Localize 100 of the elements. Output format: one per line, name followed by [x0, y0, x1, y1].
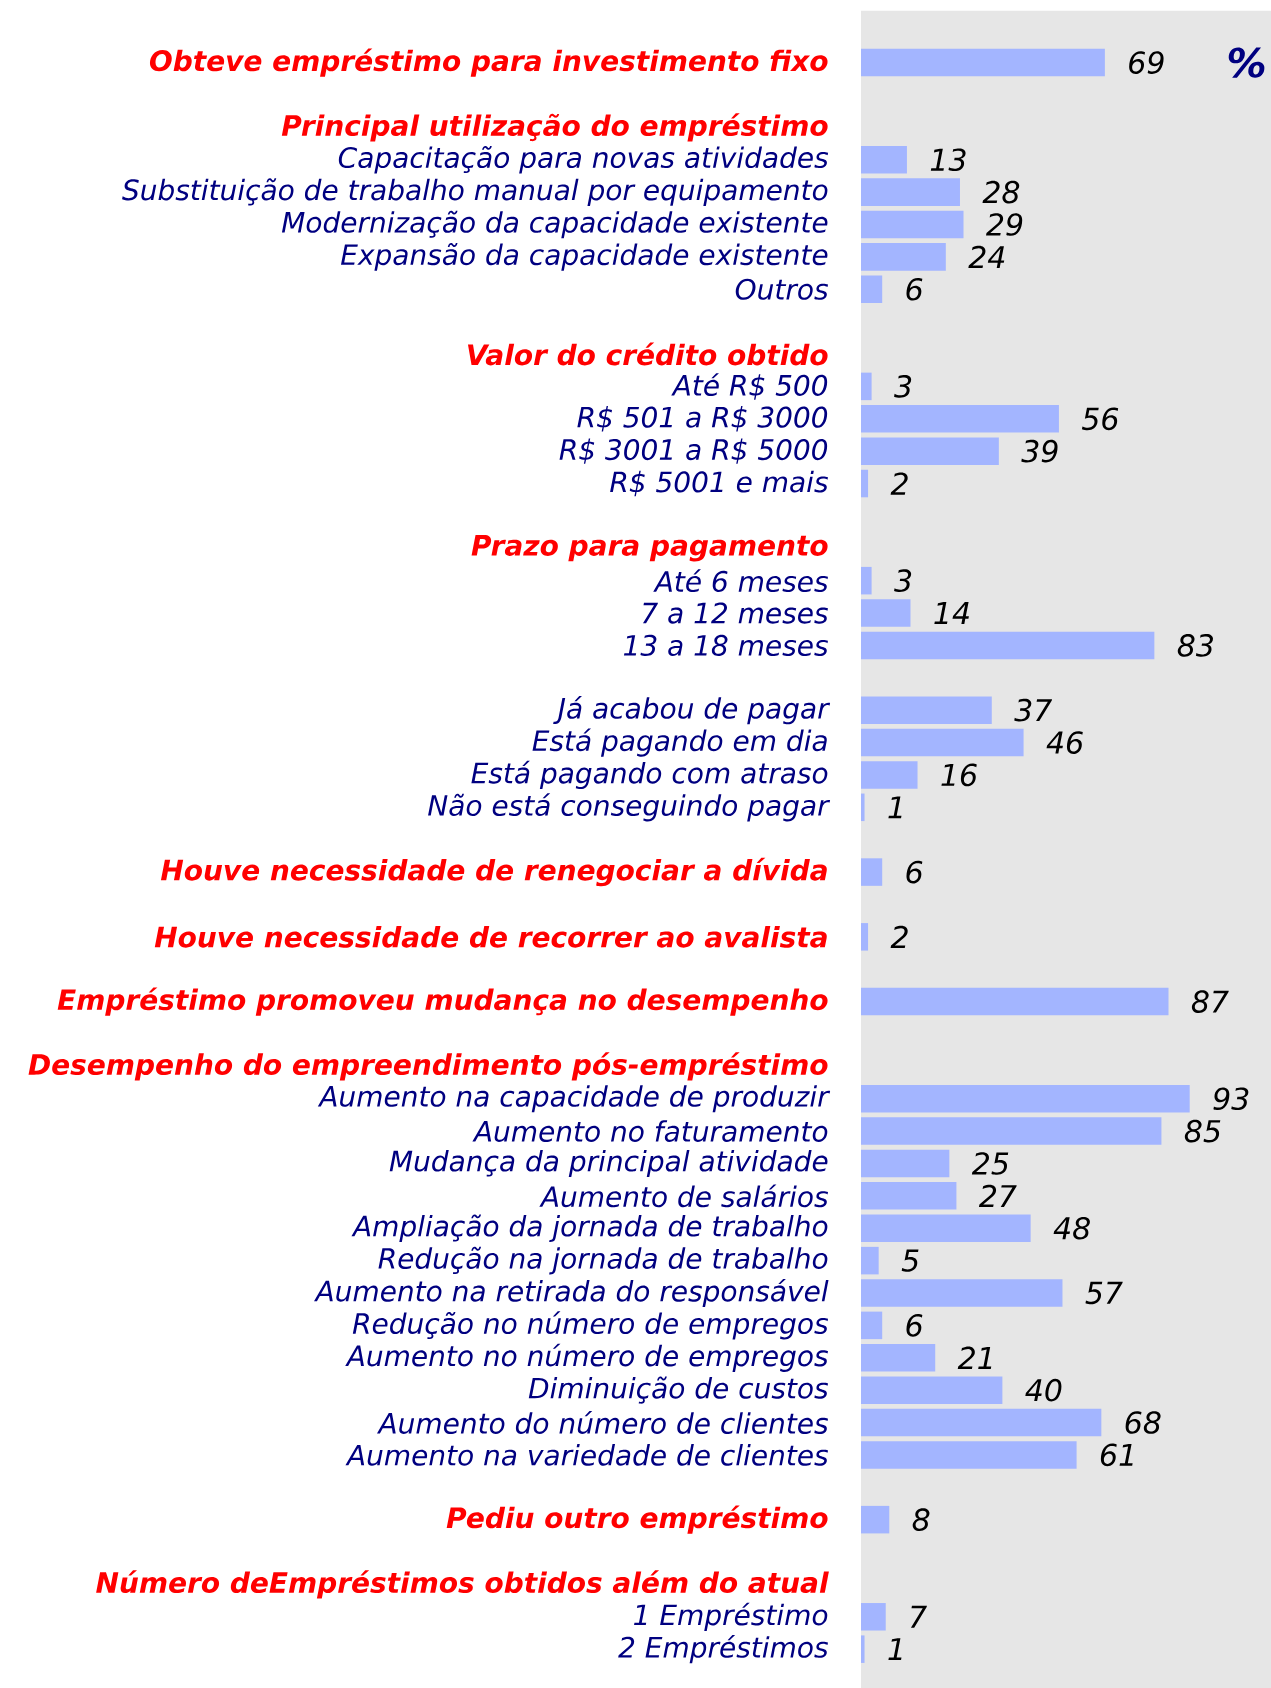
data-label: 6: [906, 277, 923, 301]
y-tick-label: Prazo para pagamento: [471, 535, 828, 562]
bar: [860, 566, 872, 595]
bar: [860, 1279, 1063, 1307]
bar: [860, 696, 992, 724]
bar: [860, 793, 865, 822]
bar: [860, 145, 907, 174]
data-label: 3: [894, 375, 912, 398]
data-label: 27: [978, 1184, 1017, 1207]
data-label: 16: [941, 763, 977, 787]
y-tick-label: Até R$ 500: [671, 373, 828, 400]
bar: [860, 372, 872, 401]
data-label: 85: [1184, 1119, 1221, 1143]
y-tick-label: Aumento na capacidade de produzir: [317, 1085, 831, 1113]
y-tick-label: Modernização da capacidade existente: [281, 210, 828, 239]
data-label: 6: [906, 860, 923, 884]
y-tick-label: Houve necessidade de recorrer ao avalista: [154, 926, 827, 948]
y-tick-label: Não está conseguindo pagar: [428, 793, 831, 822]
bar: [860, 1117, 1162, 1145]
y-tick-label: Aumento no faturamento: [472, 1120, 828, 1142]
bar: [860, 1311, 883, 1340]
y-tick-label: Principal utilização do empréstimo: [281, 113, 828, 142]
y-tick-label: Desempenho do empreendimento pós-empréstimo: [28, 1052, 828, 1081]
data-label: 29: [986, 213, 1023, 236]
y-tick-label: Já acabou de pagar: [553, 696, 831, 725]
data-label: 39: [1021, 439, 1058, 463]
data-label: 57: [1085, 1281, 1123, 1305]
y-tick-label: Aumento do número de clientes: [376, 1411, 829, 1434]
y-tick-label: Mudança da principal atividade: [389, 1149, 828, 1178]
data-label: 87: [1191, 990, 1229, 1013]
bar: [860, 1376, 1003, 1404]
y-tick-label: Aumento no número de empregos: [345, 1343, 829, 1372]
bar: [860, 1603, 886, 1631]
bar: [860, 1441, 1077, 1469]
y-tick-label: Valor do crédito obtido: [467, 342, 828, 366]
data-label: 40: [1025, 1378, 1062, 1402]
y-tick-label: Obteve empréstimo para investimento fixo: [149, 48, 828, 77]
bar: [860, 178, 960, 206]
data-label: 25: [971, 1152, 1009, 1175]
bar: [860, 1084, 1190, 1113]
data-label: 48: [1053, 1216, 1090, 1240]
y-tick-label: Está pagando em dia: [532, 728, 827, 757]
y-tick-label: Aumento na variedade de clientes: [345, 1444, 829, 1466]
data-label: 2: [890, 925, 908, 948]
bar: [860, 631, 1155, 660]
bar: [860, 243, 946, 271]
bar: [860, 1182, 957, 1210]
data-label: 14: [934, 602, 969, 624]
bar: [860, 728, 1024, 757]
bar: [860, 1505, 890, 1534]
data-label: 37: [1014, 698, 1053, 722]
y-tick-label: Está pagando com atraso: [471, 760, 828, 790]
bar: [860, 1214, 1031, 1242]
data-label: 6: [906, 1314, 923, 1337]
data-label: 3: [894, 569, 912, 593]
data-label: 28: [982, 180, 1020, 204]
bar: [860, 761, 918, 789]
data-label: 1: [888, 1638, 902, 1661]
data-label: 46: [1046, 731, 1083, 754]
data-label: 13: [930, 148, 966, 172]
data-label: 2: [890, 472, 908, 495]
y-tick-label: Houve necessidade de renegociar a dívida: [160, 857, 827, 887]
y-tick-label: Número deEmpréstimos obtidos além do atual: [96, 1570, 829, 1599]
data-label: 56: [1081, 407, 1119, 431]
y-tick-label: Redução na jornada de trabalho: [378, 1246, 828, 1275]
bar: [860, 1344, 936, 1372]
y-tick-label: R$ 501 a R$ 3000: [577, 406, 828, 432]
y-tick-label: 1 Empréstimo: [634, 1602, 828, 1631]
y-tick-label: R$ 5001 e mais: [610, 470, 828, 497]
bar: [860, 923, 869, 951]
data-label: 1: [888, 796, 902, 819]
y-tick-label: Capacitação para novas atividades: [338, 145, 829, 174]
bar: [860, 987, 1169, 1016]
bar: [860, 48, 1105, 77]
y-tick-label: Ampliação da jornada de trabalho: [351, 1214, 828, 1243]
bar: [860, 599, 911, 627]
bar: [860, 437, 999, 465]
bar: [860, 1149, 950, 1178]
bar: [860, 275, 883, 304]
y-tick-label: 13 a 18 meses: [623, 634, 828, 657]
y-tick-label: R$ 3001 a R$ 5000: [559, 438, 828, 464]
y-tick-label: 2 Empréstimos: [618, 1635, 828, 1664]
y-tick-label: Até 6 meses: [653, 569, 828, 593]
data-label: 8: [912, 1508, 930, 1532]
y-tick-label: Outros: [735, 278, 829, 300]
y-tick-label: 7 a 12 meses: [642, 602, 828, 624]
y-tick-label: Expansão da capacidade existente: [340, 243, 828, 271]
data-label: 93: [1213, 1087, 1249, 1111]
data-label: 24: [968, 245, 1005, 269]
data-label: 21: [957, 1346, 992, 1369]
y-tick-label: Empréstimo promoveu mudança no desempenho: [57, 987, 828, 1016]
y-tick-label: Redução no número de empregos: [352, 1311, 829, 1340]
data-label: 7: [910, 1605, 927, 1628]
bar: [860, 210, 964, 239]
bar: [860, 858, 883, 886]
data-label: 83: [1177, 634, 1213, 657]
y-tick-label: Aumento de salários: [539, 1184, 829, 1208]
annotation: %: [1228, 47, 1265, 78]
y-tick-label: Pediu outro empréstimo: [446, 1505, 828, 1534]
y-tick-label: Diminuição de custos: [528, 1376, 829, 1404]
